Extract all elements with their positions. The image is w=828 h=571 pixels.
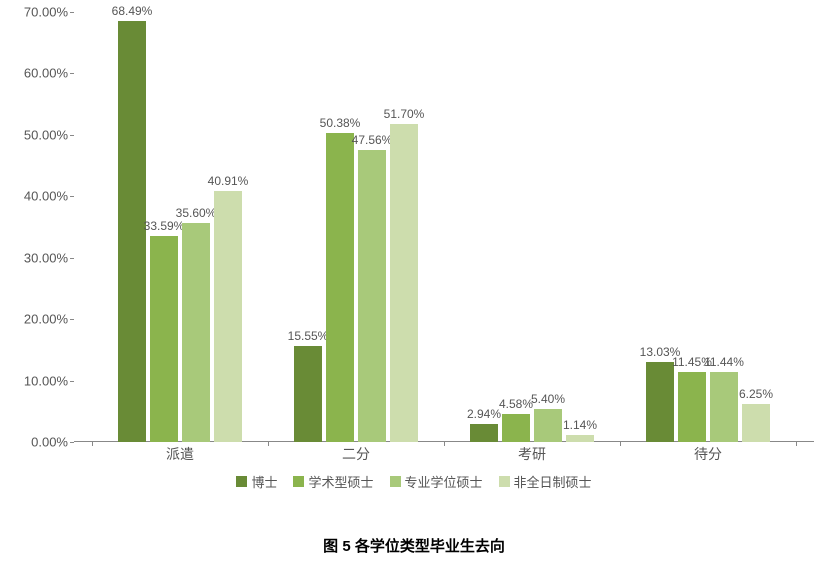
y-tick (70, 73, 74, 74)
x-axis-label: 考研 (518, 444, 546, 464)
bar (294, 346, 322, 442)
bar (534, 409, 562, 442)
bar-value-label: 47.56% (352, 133, 393, 147)
bar-value-label: 6.25% (739, 387, 773, 401)
legend-label: 非全日制硕士 (514, 475, 592, 490)
legend-item: 非全日制硕士 (499, 472, 592, 491)
x-tick (92, 442, 93, 446)
legend-label: 学术型硕士 (308, 475, 373, 490)
bar-value-label: 4.58% (499, 397, 533, 411)
bar-value-label: 11.44% (704, 355, 744, 369)
y-axis-label: 0.00% (8, 435, 68, 450)
bar (150, 236, 178, 442)
legend-item: 学术型硕士 (293, 472, 373, 491)
y-axis-label: 10.00% (8, 373, 68, 388)
bar (214, 191, 242, 442)
bar (358, 150, 386, 442)
bar-value-label: 51.70% (384, 107, 425, 121)
y-tick (70, 196, 74, 197)
y-tick (70, 319, 74, 320)
y-tick (70, 258, 74, 259)
x-axis-label: 待分 (694, 444, 722, 464)
bar (118, 21, 146, 442)
bar-value-label: 5.40% (531, 392, 565, 406)
y-axis-label: 40.00% (8, 189, 68, 204)
y-axis-label: 20.00% (8, 312, 68, 327)
legend-swatch (499, 476, 510, 487)
legend-item: 博士 (236, 472, 277, 491)
legend-label: 博士 (251, 475, 277, 490)
bar (566, 435, 594, 442)
chart-caption: 图 5 各学位类型毕业生去向 (0, 535, 828, 556)
legend-item: 专业学位硕士 (390, 472, 483, 491)
bar (470, 424, 498, 442)
bar-value-label: 50.38% (320, 116, 361, 130)
bar (326, 133, 354, 442)
y-axis-label: 60.00% (8, 66, 68, 81)
bar-value-label: 68.49% (112, 4, 153, 18)
bar-value-label: 2.94% (467, 407, 501, 421)
legend-label: 专业学位硕士 (405, 475, 483, 490)
y-axis-label: 50.00% (8, 127, 68, 142)
x-tick (620, 442, 621, 446)
bar (646, 362, 674, 442)
x-tick (444, 442, 445, 446)
bar-value-label: 35.60% (176, 206, 217, 220)
bar-value-label: 33.59% (144, 219, 185, 233)
bar (710, 372, 738, 442)
x-axis-label: 派遣 (166, 444, 194, 464)
bars-container: 68.49%33.59%35.60%40.91%15.55%50.38%47.5… (74, 12, 814, 442)
bar-value-label: 40.91% (208, 174, 249, 188)
legend-swatch (293, 476, 304, 487)
legend: 博士 学术型硕士 专业学位硕士 非全日制硕士 (8, 472, 820, 491)
bar-value-label: 15.55% (288, 329, 329, 343)
x-tick (268, 442, 269, 446)
y-axis-label: 70.00% (8, 5, 68, 20)
y-tick (70, 442, 74, 443)
x-axis-label: 二分 (342, 444, 370, 464)
legend-swatch (236, 476, 247, 487)
bar-value-label: 1.14% (563, 418, 597, 432)
y-tick (70, 135, 74, 136)
legend-swatch (390, 476, 401, 487)
bar (678, 372, 706, 442)
bar-chart: 68.49% 33.59%35.60% 40.91% 15.55% 50.38% 47.5… (8, 6, 820, 506)
plot-area: 68.49%33.59%35.60%40.91%15.55%50.38%47.5… (74, 12, 814, 442)
y-axis-label: 30.00% (8, 250, 68, 265)
bar (390, 124, 418, 442)
bar (742, 404, 770, 442)
y-tick (70, 381, 74, 382)
bar (182, 223, 210, 442)
x-tick (796, 442, 797, 446)
y-tick (70, 12, 74, 13)
bar (502, 414, 530, 442)
